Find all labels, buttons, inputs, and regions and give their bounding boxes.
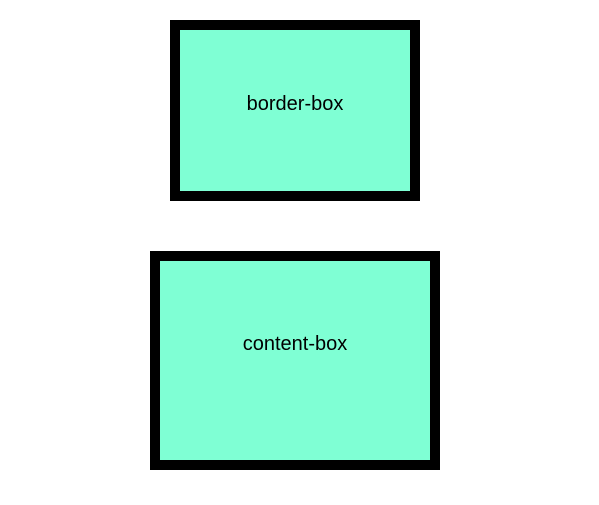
border-box-label: border-box — [246, 93, 344, 115]
content-box-demo: content-box — [150, 251, 440, 470]
border-box-demo: border-box — [170, 20, 420, 201]
content-box-label: content-box — [242, 333, 348, 355]
